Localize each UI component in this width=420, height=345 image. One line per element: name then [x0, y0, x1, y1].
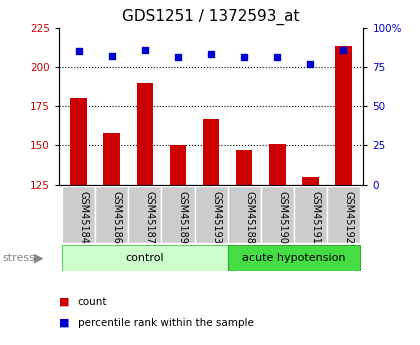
Text: acute hypotension: acute hypotension — [242, 253, 346, 263]
Bar — [203, 119, 219, 185]
Bar — [71, 98, 87, 185]
Bar — [294, 186, 327, 243]
Point — [307, 61, 314, 67]
Bar — [95, 186, 128, 243]
Point — [175, 55, 181, 60]
Point — [208, 51, 215, 57]
Text: GSM45190: GSM45190 — [277, 191, 287, 244]
Bar — [327, 186, 360, 243]
Bar — [170, 145, 186, 185]
Bar — [228, 245, 360, 271]
Bar — [261, 186, 294, 243]
Point — [108, 53, 115, 59]
Bar — [335, 47, 352, 185]
Text: GSM45187: GSM45187 — [145, 191, 155, 244]
Title: GDS1251 / 1372593_at: GDS1251 / 1372593_at — [122, 9, 300, 25]
Text: ■: ■ — [59, 297, 69, 307]
Text: ▶: ▶ — [34, 252, 43, 264]
Text: GSM45188: GSM45188 — [244, 191, 254, 244]
Bar — [136, 82, 153, 185]
Bar — [302, 177, 319, 185]
Bar — [103, 133, 120, 185]
Bar — [128, 186, 161, 243]
Text: ■: ■ — [59, 318, 69, 327]
Point — [340, 47, 347, 52]
Point — [241, 55, 247, 60]
Text: percentile rank within the sample: percentile rank within the sample — [78, 318, 254, 327]
Bar — [62, 245, 228, 271]
Text: GSM45184: GSM45184 — [79, 191, 89, 244]
Bar — [228, 186, 261, 243]
Point — [274, 55, 281, 60]
Text: GSM45186: GSM45186 — [112, 191, 122, 244]
Bar — [161, 186, 194, 243]
Text: GSM45192: GSM45192 — [344, 191, 354, 244]
Text: count: count — [78, 297, 107, 307]
Point — [142, 47, 148, 52]
Text: GSM45193: GSM45193 — [211, 191, 221, 244]
Text: control: control — [126, 253, 164, 263]
Text: GSM45191: GSM45191 — [310, 191, 320, 244]
Text: stress: stress — [2, 253, 35, 263]
Point — [75, 48, 82, 54]
Bar — [194, 186, 228, 243]
Bar — [62, 186, 95, 243]
Bar — [236, 150, 252, 185]
Text: GSM45189: GSM45189 — [178, 191, 188, 244]
Bar — [269, 144, 286, 185]
